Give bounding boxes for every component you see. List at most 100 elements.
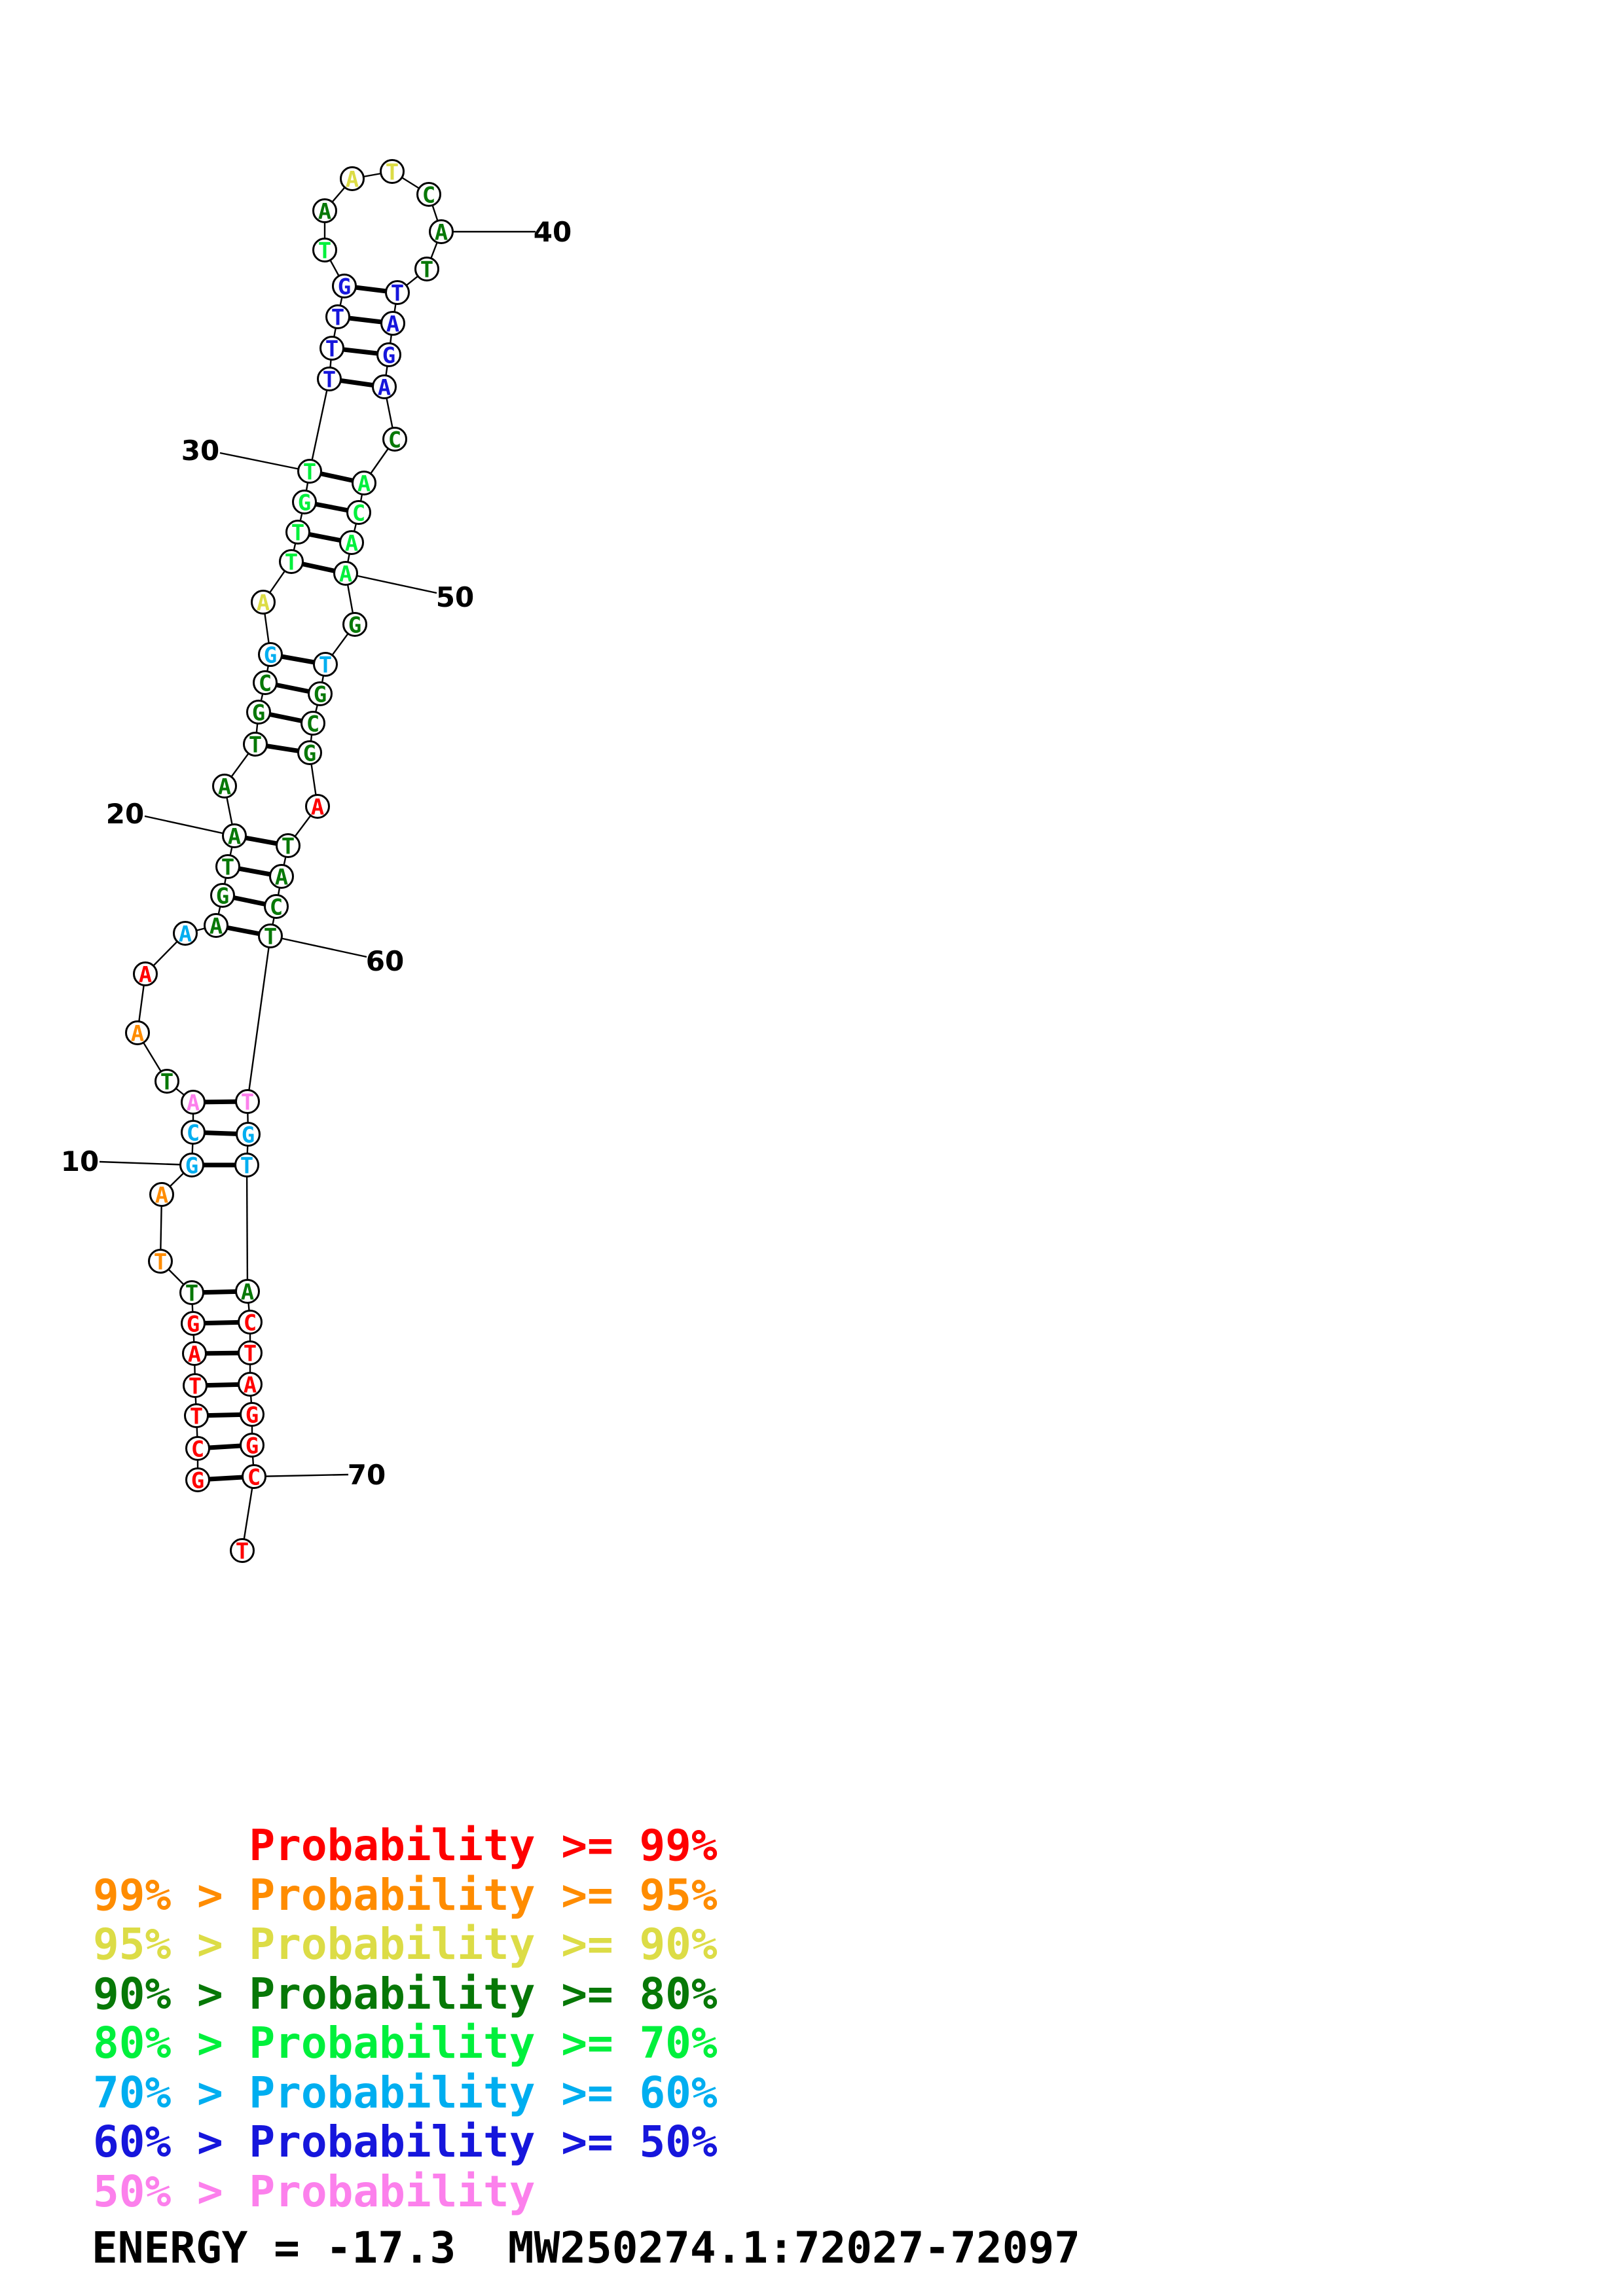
nucleotide-circle — [184, 1403, 209, 1428]
legend-line-2: 99% > Probability >= 95% — [93, 1869, 718, 1920]
nucleotide-circle — [181, 1090, 206, 1115]
nucleotide-base-69-G: G — [246, 1433, 259, 1460]
position-label-pointer-line — [99, 1160, 192, 1166]
nucleotide-circle — [185, 1436, 210, 1461]
nucleotide-base-8-T: T — [154, 1249, 167, 1276]
nucleotide-circle — [240, 1433, 264, 1458]
nucleotide-circle — [236, 1122, 261, 1147]
nucleotide-base-67-A: A — [244, 1372, 257, 1399]
nucleotide-circle — [246, 700, 271, 725]
nucleotide-circle — [235, 1279, 260, 1304]
nucleotide-circle — [376, 342, 401, 367]
nucleotide-circle — [253, 670, 278, 695]
nucleotide-circle — [238, 1310, 263, 1335]
nucleotide-base-58-A: A — [275, 865, 288, 891]
nucleotide-circle — [243, 732, 268, 757]
nucleotide-base-20-A: A — [228, 824, 241, 850]
nucleotide-circle — [155, 1069, 179, 1094]
legend-line-5: 80% > Probability >= 70% — [93, 2018, 718, 2068]
nucleotide-base-31-T: T — [323, 367, 336, 393]
nucleotide-circle — [429, 219, 454, 244]
nucleotide-base-35-T: T — [318, 238, 331, 264]
nucleotide-base-47-A: A — [357, 471, 371, 497]
nucleotide-base-27-T: T — [285, 550, 298, 576]
nucleotide-base-65-C: C — [244, 1310, 257, 1336]
nucleotide-base-49-A: A — [345, 531, 358, 557]
nucleotide-base-46-C: C — [388, 427, 401, 454]
position-label-20: 20 — [106, 798, 144, 830]
nucleotide-circle — [269, 864, 294, 889]
nucleotide-base-11-C: C — [187, 1121, 200, 1147]
nucleotide-circle — [182, 1341, 207, 1366]
nucleotide-circle — [204, 913, 228, 938]
nucleotide-circle — [352, 471, 376, 495]
nucleotide-base-51-G: G — [348, 613, 361, 639]
nucleotide-base-2-C: C — [191, 1437, 204, 1463]
nucleotide-base-71-T: T — [236, 1539, 249, 1565]
position-label-60: 60 — [366, 945, 404, 977]
nucleotide-base-22-T: T — [249, 732, 262, 759]
nucleotide-circle — [340, 166, 365, 191]
nucleotide-circle — [238, 1372, 263, 1397]
legend-line-4: 90% > Probability >= 80% — [93, 1968, 718, 2019]
nucleotide-base-44-G: G — [382, 343, 395, 369]
nucleotide-base-42-T: T — [391, 281, 404, 307]
nucleotide-base-24-C: C — [259, 671, 272, 697]
nucleotide-base-17-A: A — [210, 914, 223, 940]
nucleotide-circle — [285, 520, 310, 545]
nucleotide-circle — [292, 490, 317, 514]
nucleotide-circle — [414, 257, 439, 281]
nucleotide-circle — [181, 1120, 206, 1145]
nucleotide-circle — [125, 1020, 150, 1045]
position-label-pointer-line — [345, 572, 437, 594]
nucleotide-base-16-A: A — [179, 922, 192, 948]
nucleotide-base-52-T: T — [319, 653, 332, 679]
nucleotide-base-63-T: T — [240, 1153, 253, 1179]
legend-line-1: Probability >= 99% — [93, 1820, 718, 1871]
nucleotide-base-59-C: C — [270, 895, 283, 921]
nucleotide-circle — [264, 894, 289, 919]
nucleotide-base-50-A: A — [339, 562, 352, 588]
nucleotide-base-26-A: A — [257, 590, 270, 617]
nucleotide-circle — [179, 1280, 204, 1305]
nucleotide-circle — [181, 1311, 206, 1336]
nucleotide-base-62-G: G — [242, 1122, 255, 1149]
nucleotide-circle — [251, 590, 276, 615]
nucleotide-circle — [385, 280, 410, 305]
nucleotide-base-6-G: G — [187, 1312, 200, 1338]
nucleotide-circle — [242, 1464, 266, 1489]
position-label-10: 10 — [61, 1145, 99, 1177]
nucleotide-base-1-G: G — [191, 1468, 204, 1494]
legend-line-6: 70% > Probability >= 60% — [93, 2067, 718, 2118]
nucleotide-circle — [333, 561, 358, 586]
nucleotide-base-66-T: T — [244, 1341, 257, 1367]
nucleotide-circle — [258, 642, 283, 667]
nucleotide-circle — [372, 374, 397, 399]
nucleotide-circle — [305, 794, 330, 819]
nucleotide-base-41-T: T — [420, 257, 433, 283]
nucleotide-base-38-T: T — [386, 160, 399, 186]
nucleotide-circle — [149, 1182, 174, 1207]
nucleotide-circle — [276, 833, 301, 858]
position-label-pointer-line — [270, 935, 367, 958]
nucleotide-base-14-A: A — [131, 1021, 144, 1047]
nucleotide-base-70-C: C — [247, 1465, 261, 1491]
nucleotide-circle — [312, 238, 337, 262]
nucleotide-base-28-T: T — [291, 520, 304, 547]
nucleotide-circle — [258, 924, 283, 948]
nucleotide-circle — [342, 612, 367, 637]
nucleotide-circle — [234, 1153, 259, 1177]
nucleotide-base-43-A: A — [386, 312, 399, 338]
nucleotide-circle — [215, 854, 240, 879]
legend-line-3: 95% > Probability >= 90% — [93, 1919, 718, 1969]
nucleotide-base-4-T: T — [189, 1374, 202, 1400]
nucleotide-base-39-C: C — [422, 183, 435, 209]
nucleotide-circle — [238, 1340, 263, 1365]
nucleotide-circle — [325, 304, 350, 329]
nucleotide-base-25-G: G — [264, 643, 277, 669]
position-label-70: 70 — [348, 1459, 386, 1491]
position-label-40: 40 — [534, 216, 572, 248]
nucleotide-circle — [183, 1373, 208, 1398]
nucleotide-base-3-T: T — [190, 1404, 203, 1430]
